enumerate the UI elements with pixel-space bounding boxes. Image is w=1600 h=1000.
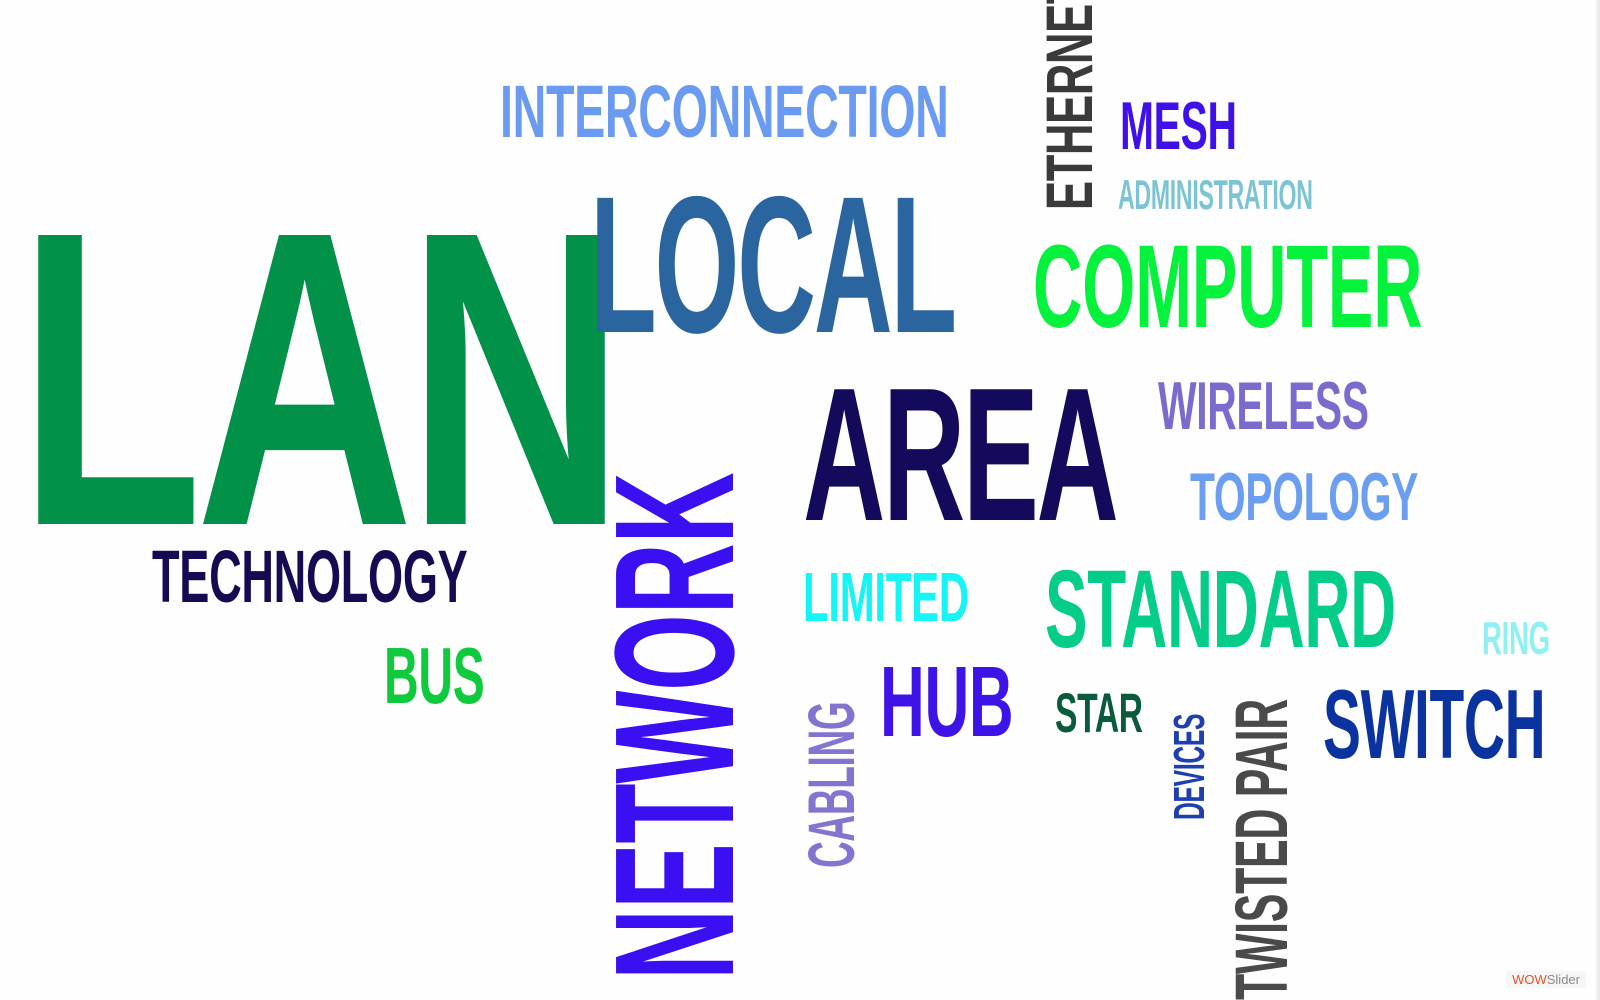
word-switch: SWITCH	[1323, 669, 1546, 779]
word-technology: TECHNOLOGY	[152, 535, 468, 618]
watermark-part1: WOW	[1512, 972, 1547, 987]
word-lan: LAN	[18, 145, 625, 614]
word-wireless: WIRELESS	[1158, 368, 1369, 444]
word-standard: STANDARD	[1045, 548, 1396, 671]
word-interconnection: INTERCONNECTION	[500, 70, 949, 153]
word-twisted-pair: TWISTED PAIR	[1220, 699, 1303, 1000]
word-star: STAR	[1055, 681, 1143, 744]
word-hub: HUB	[880, 646, 1014, 758]
right-frame-edge	[1594, 0, 1600, 1000]
word-ethernet: ETHERNET	[1032, 0, 1106, 210]
watermark: WOWSlider	[1506, 971, 1586, 988]
word-network: NETWORK	[580, 472, 770, 980]
word-area: AREA	[803, 349, 1119, 561]
word-computer: COMPUTER	[1033, 221, 1423, 353]
word-devices: DEVICES	[1165, 713, 1214, 820]
word-cabling: CABLING	[794, 701, 868, 868]
word-ring: RING	[1482, 612, 1550, 664]
word-local: LOCAL	[590, 156, 957, 374]
word-topology: TOPOLOGY	[1190, 459, 1419, 535]
word-limited: LIMITED	[803, 558, 969, 636]
word-mesh: MESH	[1120, 88, 1237, 164]
word-administration: ADMINISTRATION	[1118, 171, 1313, 218]
watermark-part2: Slider	[1546, 972, 1580, 987]
word-bus: BUS	[384, 631, 485, 720]
